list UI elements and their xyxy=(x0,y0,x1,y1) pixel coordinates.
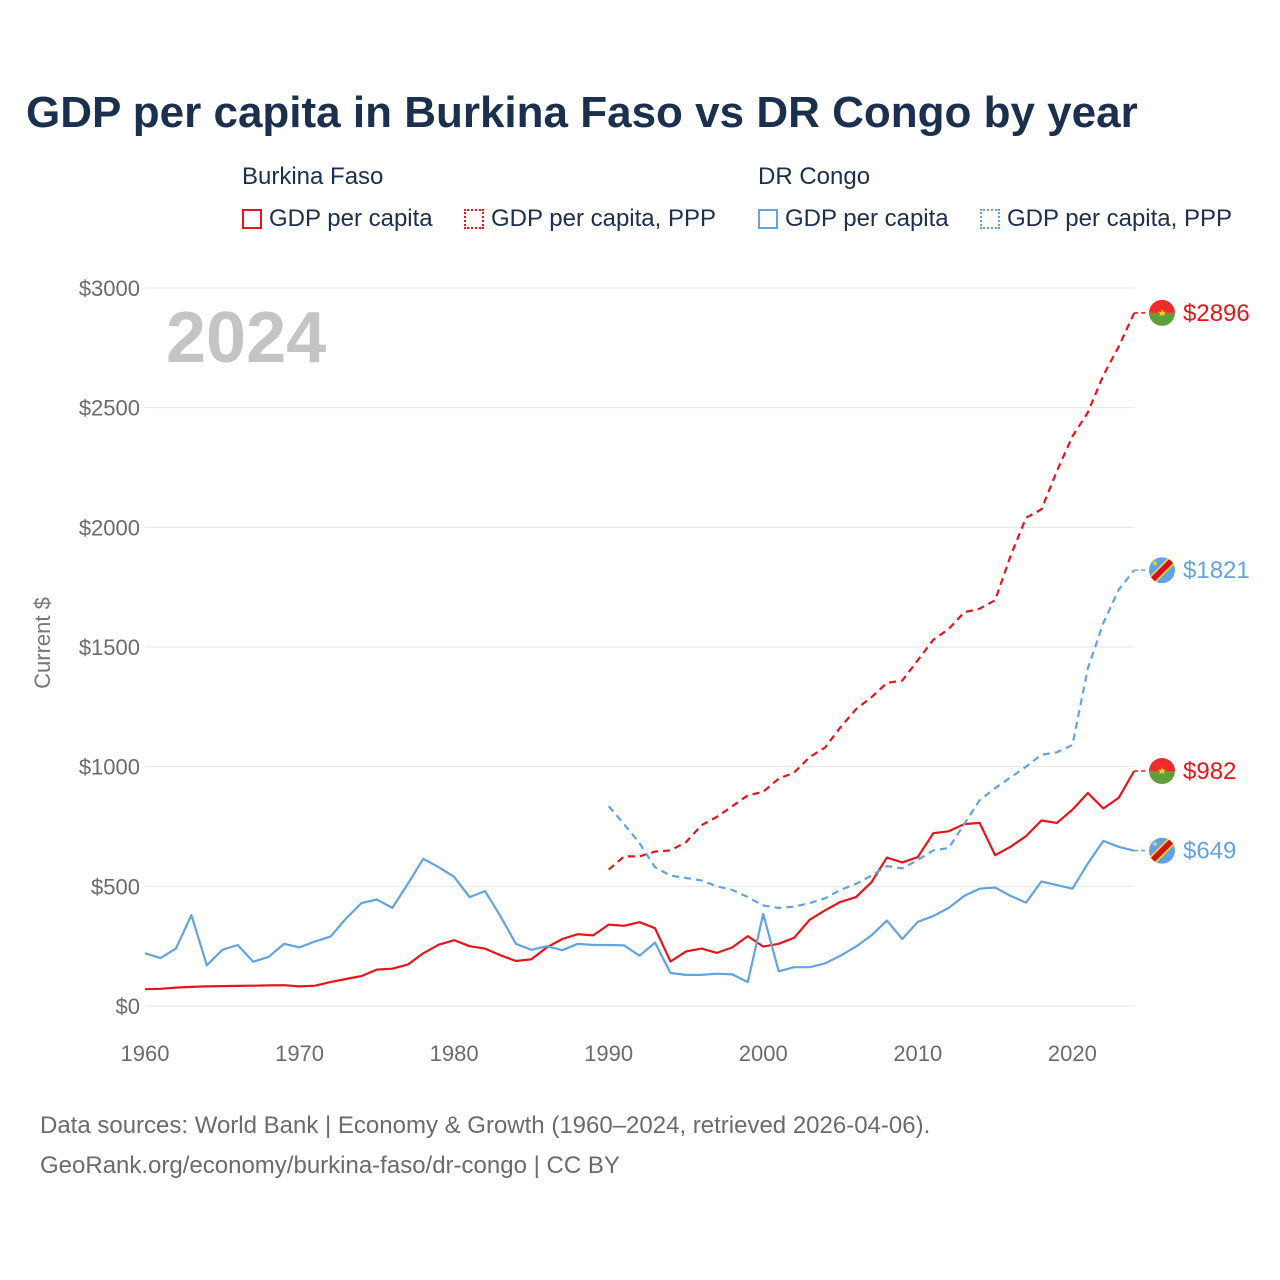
gridlines xyxy=(145,287,1135,1007)
series-line-burkina-faso-gdp-per-capita-ppp[interactable] xyxy=(607,312,1136,871)
x-tick-label: 1970 xyxy=(275,1041,324,1066)
legend-item-bf-gdp[interactable]: GDP per capita xyxy=(242,204,433,234)
footer-credit[interactable]: GeoRank.org/economy/burkina-faso/dr-cong… xyxy=(40,1152,620,1179)
end-value-label: $649 xyxy=(1183,838,1236,865)
series-line-burkina-faso-gdp-per-capita[interactable] xyxy=(144,770,1136,991)
end-value-label: $982 xyxy=(1183,758,1236,785)
legend-swatch-dotted-icon xyxy=(464,209,484,229)
x-tick-label: 1960 xyxy=(121,1041,170,1066)
legend-label: GDP per capita xyxy=(785,205,949,232)
year-watermark: 2024 xyxy=(166,298,326,378)
y-axis-label: Current $ xyxy=(30,597,55,689)
x-tick-label: 1980 xyxy=(430,1041,479,1066)
y-tick-label: $3000 xyxy=(79,276,140,301)
y-tick-label: $0 xyxy=(116,994,140,1019)
burkina-faso-flag-icon xyxy=(1149,299,1175,326)
series-line-dr-congo-gdp-per-capita-ppp[interactable] xyxy=(607,569,1136,909)
legend-item-cd-gdp-ppp[interactable]: GDP per capita, PPP xyxy=(980,204,1232,234)
line-chart: 2024 Current $ $0 $500 $1000 $1500 $2000 $250… xyxy=(30,276,1250,1066)
legend-label: GDP per capita xyxy=(269,205,433,232)
series-lines xyxy=(144,312,1136,991)
footer-sources: Data sources: World Bank | Economy & Gro… xyxy=(40,1112,931,1139)
y-tick-label: $1500 xyxy=(79,635,140,660)
legend-swatch-dotted-icon xyxy=(980,209,1000,229)
x-axis: 1960 1970 1980 1990 2000 2010 2020 xyxy=(121,1041,1097,1066)
y-tick-label: $1000 xyxy=(79,755,140,780)
legend-group-dr-congo: DR Congo xyxy=(758,163,871,190)
legend-label: GDP per capita, PPP xyxy=(491,205,716,232)
chart-title: GDP per capita in Burkina Faso vs DR Con… xyxy=(26,88,1138,137)
legend-item-cd-gdp[interactable]: GDP per capita xyxy=(758,204,949,234)
dr-congo-flag-icon xyxy=(1149,837,1175,864)
y-tick-label: $2000 xyxy=(79,515,140,540)
legend-swatch-solid-icon xyxy=(242,209,262,229)
legend-swatch-solid-icon xyxy=(758,209,778,229)
y-tick-label: $2500 xyxy=(79,396,140,421)
x-tick-label: 1990 xyxy=(584,1041,633,1066)
series-line-dr-congo-gdp-per-capita[interactable] xyxy=(144,839,1135,984)
x-tick-label: 2010 xyxy=(893,1041,942,1066)
y-axis: $0 $500 $1000 $1500 $2000 $2500 $3000 xyxy=(79,276,140,1019)
x-tick-label: 2000 xyxy=(739,1041,788,1066)
footer: Data sources: World Bank | Economy & Gro… xyxy=(40,1106,930,1186)
end-value-label: $2896 xyxy=(1183,300,1250,327)
dr-congo-flag-icon xyxy=(1149,557,1175,584)
x-tick-label: 2020 xyxy=(1048,1041,1097,1066)
legend-group-burkina-faso: Burkina Faso xyxy=(242,163,384,190)
burkina-faso-flag-icon xyxy=(1149,758,1175,784)
end-markers: $982 $2896 $649 $1821 xyxy=(1134,300,1250,865)
legend-label: GDP per capita, PPP xyxy=(1007,205,1232,232)
legend-item-bf-gdp-ppp[interactable]: GDP per capita, PPP xyxy=(464,204,716,234)
y-tick-label: $500 xyxy=(91,874,140,899)
end-value-label: $1821 xyxy=(1183,557,1250,584)
